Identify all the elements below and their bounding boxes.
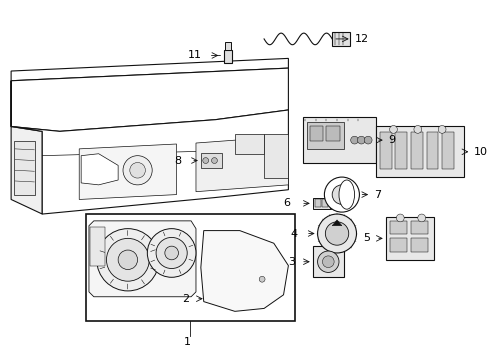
Bar [379, 132, 391, 169]
Bar [314, 199, 320, 207]
Circle shape [364, 136, 371, 144]
Circle shape [164, 246, 178, 260]
Bar [264, 134, 288, 178]
Circle shape [413, 126, 421, 133]
Ellipse shape [338, 180, 354, 209]
Text: 1: 1 [183, 337, 190, 347]
Bar [389, 238, 407, 252]
Text: 9: 9 [388, 135, 395, 145]
Circle shape [324, 177, 359, 212]
Polygon shape [201, 231, 288, 311]
Circle shape [357, 136, 365, 144]
Bar [86, 214, 295, 321]
Bar [325, 126, 339, 141]
Bar [90, 227, 104, 266]
Text: 12: 12 [354, 34, 368, 44]
Circle shape [106, 238, 149, 281]
Bar [322, 199, 327, 207]
Circle shape [147, 229, 196, 277]
Bar [234, 134, 264, 154]
Text: 5: 5 [363, 233, 369, 243]
Circle shape [389, 126, 397, 133]
Circle shape [129, 162, 145, 178]
Text: 10: 10 [473, 147, 487, 157]
Bar [410, 221, 427, 234]
Bar [309, 126, 323, 141]
Circle shape [417, 214, 425, 222]
Bar [224, 42, 230, 50]
Circle shape [331, 185, 351, 204]
Polygon shape [89, 221, 196, 297]
Circle shape [325, 222, 348, 245]
Polygon shape [196, 136, 288, 192]
Polygon shape [11, 81, 42, 214]
Circle shape [118, 250, 137, 270]
Circle shape [322, 256, 333, 267]
Polygon shape [81, 154, 118, 185]
Bar [331, 32, 349, 46]
Bar [385, 217, 433, 260]
Bar [389, 221, 407, 234]
Polygon shape [11, 68, 288, 131]
Polygon shape [79, 144, 176, 199]
Circle shape [317, 251, 338, 273]
Circle shape [437, 126, 445, 133]
Bar [303, 117, 375, 163]
Bar [426, 132, 437, 169]
Circle shape [259, 276, 264, 282]
Bar [312, 246, 343, 277]
Polygon shape [11, 58, 288, 81]
Circle shape [211, 158, 217, 163]
Circle shape [350, 136, 358, 144]
Text: 2: 2 [182, 294, 189, 304]
Bar [410, 238, 427, 252]
Bar [306, 122, 343, 149]
Bar [410, 132, 422, 169]
Bar [441, 132, 453, 169]
Bar [224, 50, 231, 63]
Circle shape [156, 237, 187, 269]
Circle shape [123, 156, 152, 185]
Circle shape [396, 214, 404, 222]
Text: 6: 6 [283, 198, 290, 208]
Circle shape [97, 229, 159, 291]
Text: 7: 7 [373, 190, 380, 199]
Circle shape [203, 158, 208, 163]
Polygon shape [11, 110, 288, 214]
Text: 3: 3 [288, 257, 295, 267]
Bar [312, 198, 329, 209]
Bar [375, 126, 463, 177]
Bar [14, 141, 35, 195]
Polygon shape [331, 220, 341, 226]
Text: 11: 11 [188, 50, 202, 60]
Text: 8: 8 [174, 156, 182, 166]
Bar [395, 132, 407, 169]
Bar [201, 153, 222, 168]
Text: 4: 4 [290, 229, 297, 239]
Circle shape [317, 214, 356, 253]
